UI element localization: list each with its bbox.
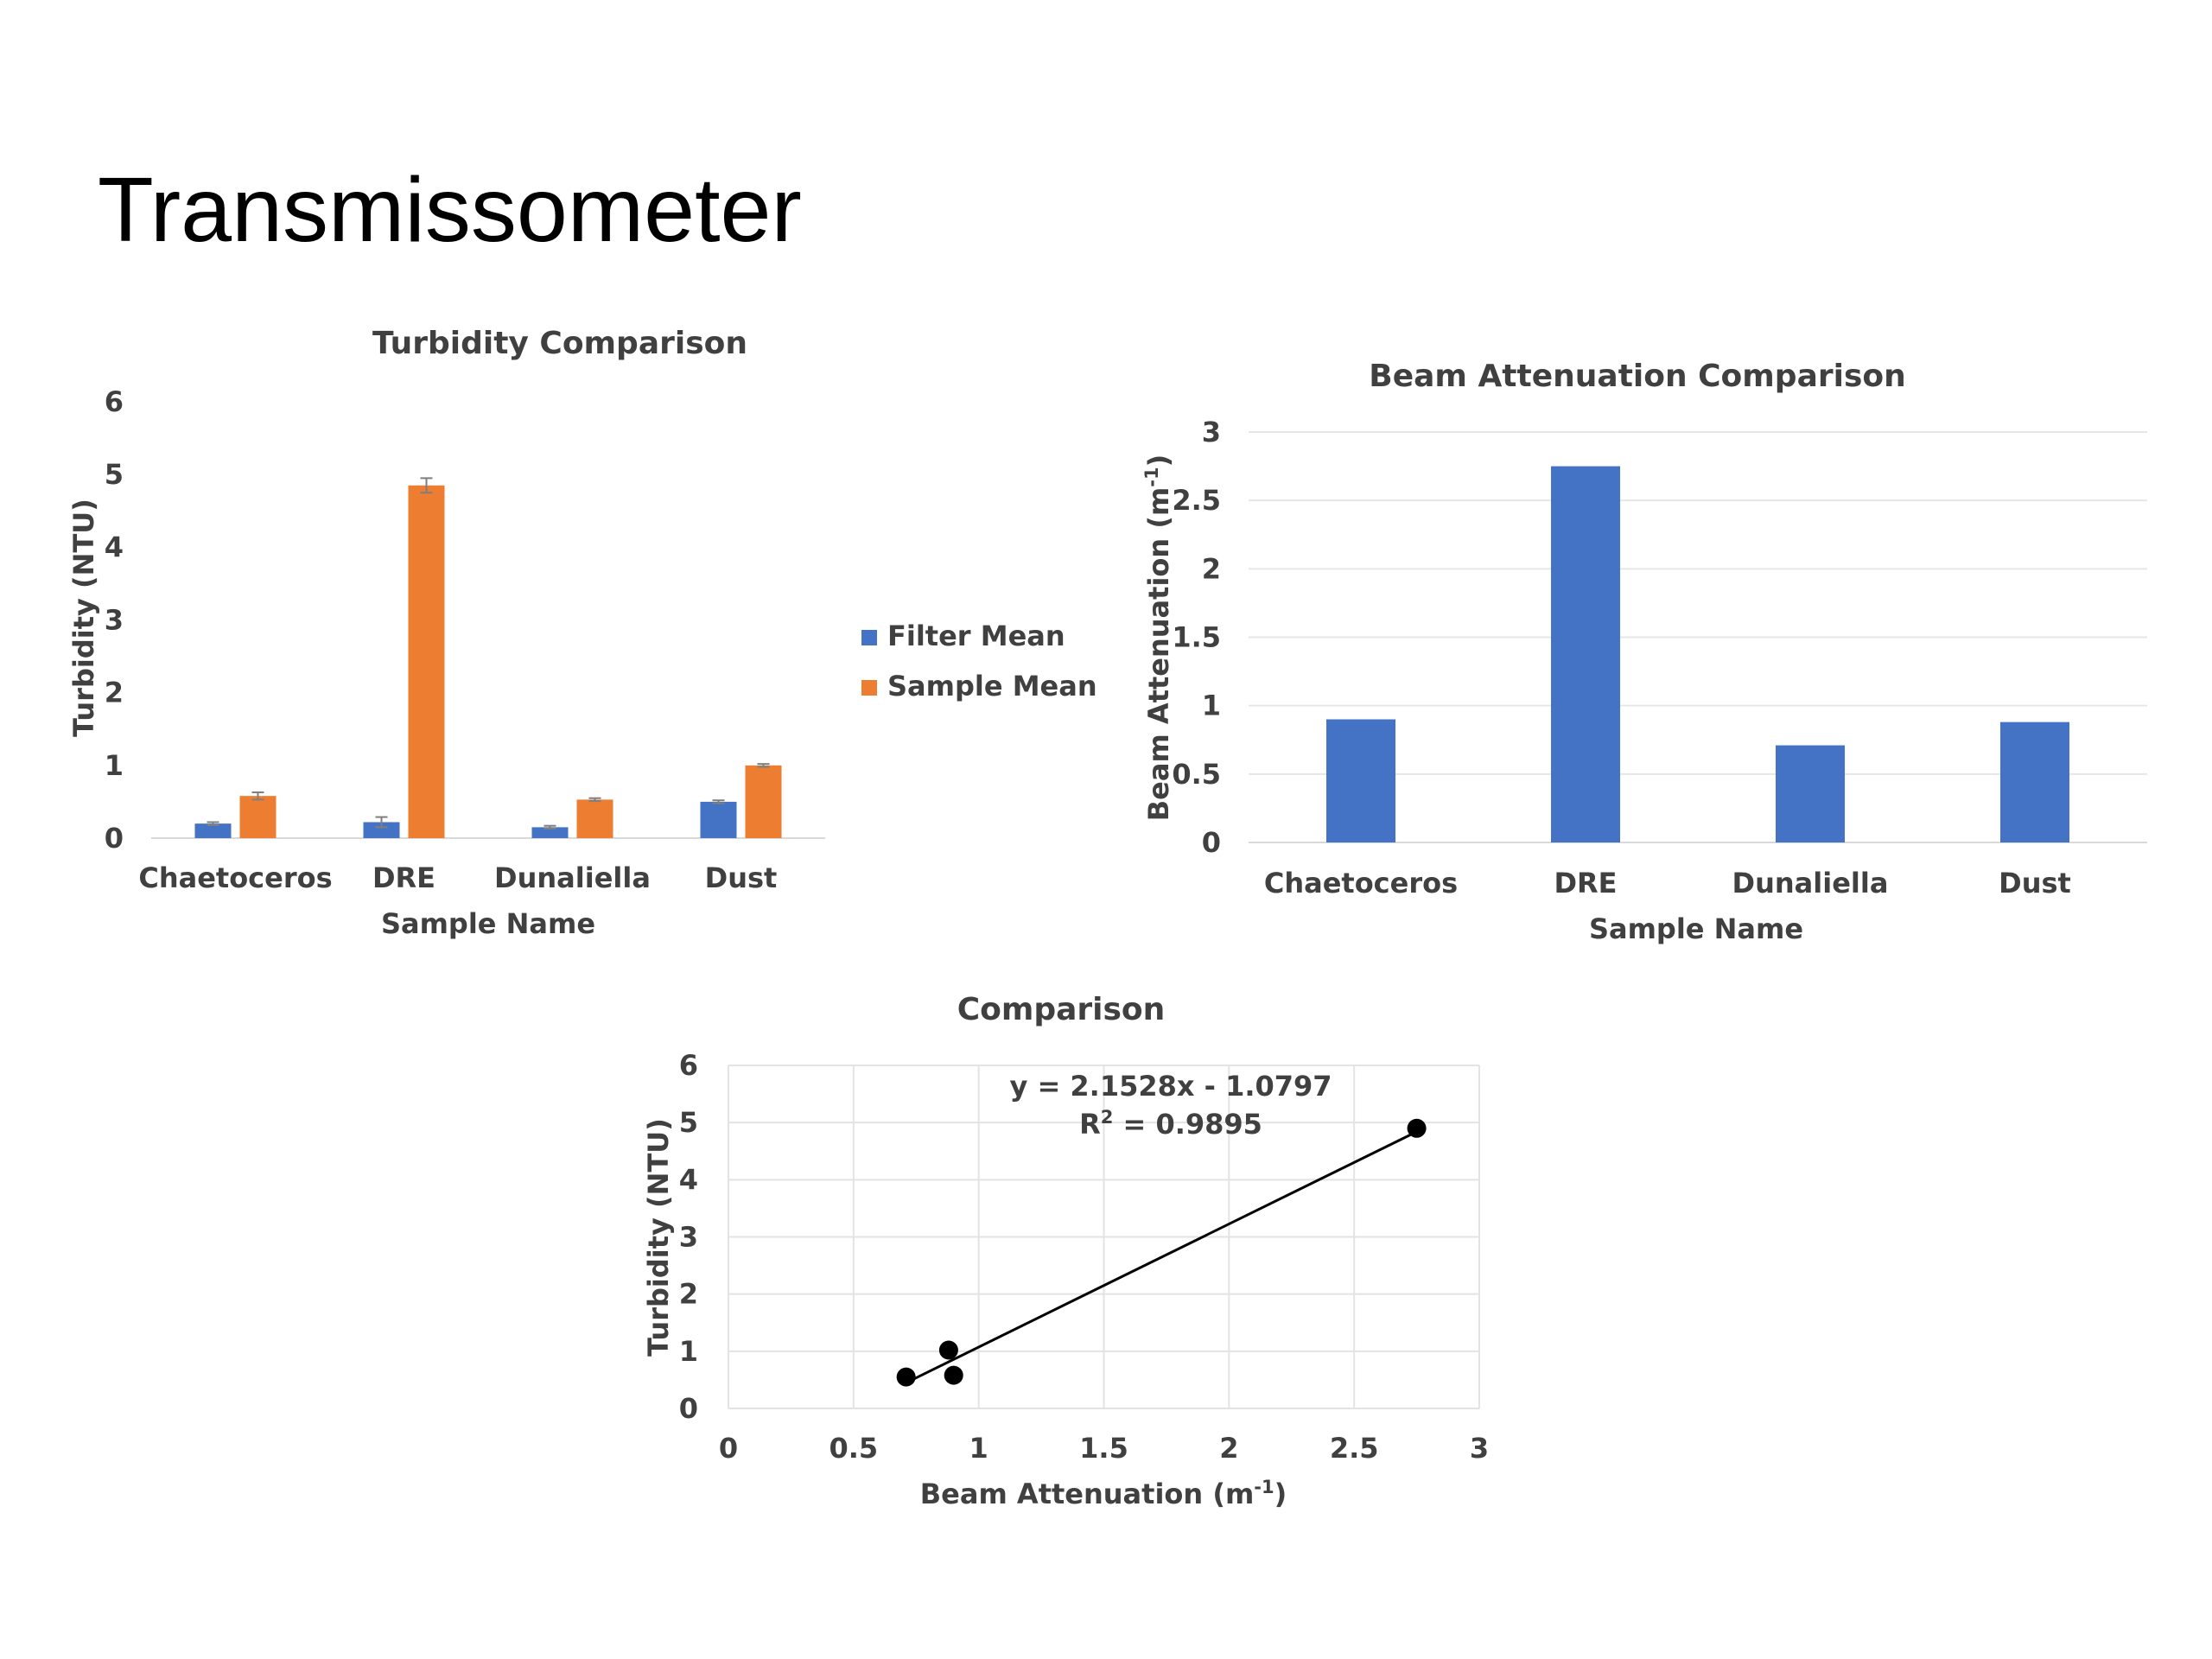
comparison-x-tick-label: 0.5 xyxy=(829,1432,878,1465)
comparison-y-tick-label: 1 xyxy=(679,1335,698,1368)
comparison-data-point xyxy=(944,1365,963,1385)
comparison-y-tick-label: 4 xyxy=(679,1163,698,1196)
comparison-chart: Comparison 0 1 2 3 4 5 6 0 0.5 1 1.5 2 2.5 3 y = 2.1528… xyxy=(642,992,1489,1510)
beam-chart-title: Beam Attenuation Comparison xyxy=(1369,359,1906,394)
beam-bar xyxy=(1776,745,1845,842)
turbidity-x-tick-label: Chaetoceros xyxy=(138,861,332,894)
comparison-chart-title: Comparison xyxy=(957,992,1166,1027)
turbidity-bar xyxy=(408,485,445,838)
turbidity-y-axis-title: Turbidity (NTU) xyxy=(67,499,100,737)
turbidity-y-tick-label: 4 xyxy=(105,531,124,563)
comparison-data-point xyxy=(896,1367,916,1387)
turbidity-chart: Turbidity Comparison 0 1 2 3 4 5 6 Chaetoceros DR… xyxy=(67,326,1097,940)
legend-entry: Sample Mean xyxy=(887,670,1097,702)
beam-bar xyxy=(2000,721,2069,842)
beam-attenuation-chart: Beam Attenuation Comparison 0 0.5 1 1.5 2 2.5 3… xyxy=(1141,359,2147,945)
turbidity-bar xyxy=(194,823,232,838)
turbidity-y-tick-label: 1 xyxy=(105,749,124,782)
beam-y-axis-title: Beam Attenuation (m-1) xyxy=(1141,454,1175,821)
beam-y-tick-label: 3 xyxy=(1202,416,1221,448)
comparison-y-tick-label: 6 xyxy=(679,1049,698,1082)
turbidity-bar xyxy=(700,801,737,838)
turbidity-chart-title: Turbidity Comparison xyxy=(372,326,747,361)
comparison-x-tick-label: 3 xyxy=(1470,1432,1489,1465)
legend-swatch xyxy=(861,630,877,645)
turbidity-y-tick-label: 0 xyxy=(105,822,124,855)
beam-x-axis-title: Sample Name xyxy=(1589,912,1803,945)
legend-swatch xyxy=(861,680,877,696)
beam-y-tick-label: 2.5 xyxy=(1172,484,1221,517)
comparison-x-tick-label: 1 xyxy=(969,1432,988,1465)
turbidity-bar xyxy=(745,765,782,838)
beam-x-tick-label: Dunaliella xyxy=(1732,867,1889,899)
turbidity-y-tick-label: 5 xyxy=(105,458,124,491)
comparison-y-tick-label: 3 xyxy=(679,1221,698,1254)
comparison-y-tick-label: 5 xyxy=(679,1106,698,1139)
turbidity-x-tick-label: Dust xyxy=(705,861,778,894)
beam-y-tick-label: 2 xyxy=(1202,552,1221,585)
page-title: Transmissometer xyxy=(98,159,802,261)
beam-x-tick-label: DRE xyxy=(1554,867,1617,899)
comparison-x-tick-label: 1.5 xyxy=(1079,1432,1128,1465)
turbidity-bar xyxy=(576,799,613,838)
turbidity-x-axis-title: Sample Name xyxy=(381,907,595,940)
comparison-x-tick-label: 0 xyxy=(719,1432,738,1465)
trendline-equation: y = 2.1528x - 1.0797 xyxy=(1009,1070,1332,1103)
turbidity-y-tick-label: 2 xyxy=(105,677,124,709)
comparison-x-tick-label: 2.5 xyxy=(1330,1432,1379,1465)
turbidity-x-tick-label: Dunaliella xyxy=(494,861,651,894)
comparison-x-tick-label: 2 xyxy=(1219,1432,1238,1465)
beam-x-tick-label: Chaetoceros xyxy=(1264,867,1458,899)
beam-bar xyxy=(1326,719,1395,842)
comparison-x-axis-title: Beam Attenuation (m-1) xyxy=(920,1477,1287,1510)
beam-x-tick-label: Dust xyxy=(1999,867,2071,899)
comparison-data-point xyxy=(938,1340,958,1360)
turbidity-bar xyxy=(363,822,400,838)
comparison-y-axis-title: Turbidity (NTU) xyxy=(642,1118,675,1357)
comparison-y-tick-label: 0 xyxy=(679,1392,698,1425)
turbidity-y-tick-label: 3 xyxy=(105,604,124,637)
turbidity-y-tick-label: 6 xyxy=(105,385,124,418)
comparison-data-point xyxy=(1407,1118,1427,1138)
comparison-y-tick-label: 2 xyxy=(679,1278,698,1311)
beam-y-tick-label: 0 xyxy=(1202,826,1221,859)
turbidity-bar xyxy=(531,827,569,838)
comparison-trendline xyxy=(906,1130,1418,1384)
beam-y-tick-label: 1 xyxy=(1202,690,1221,722)
legend-entry: Filter Mean xyxy=(887,620,1065,652)
beam-bar xyxy=(1551,466,1620,842)
beam-y-tick-label: 1.5 xyxy=(1172,621,1221,654)
turbidity-bar xyxy=(239,796,276,838)
beam-y-tick-label: 0.5 xyxy=(1172,758,1221,791)
trendline-r-squared: R2 = 0.9895 xyxy=(1079,1107,1262,1141)
turbidity-x-tick-label: DRE xyxy=(372,861,435,894)
